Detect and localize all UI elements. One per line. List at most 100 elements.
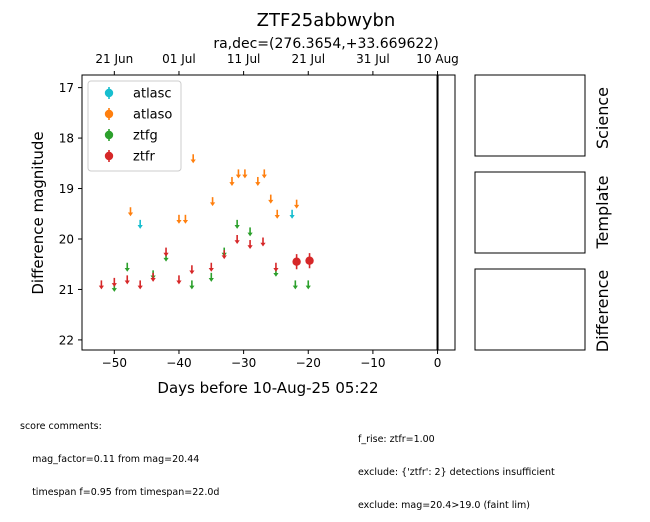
x-tick-label: −10 xyxy=(360,356,385,370)
limit-arrowhead xyxy=(137,225,143,229)
upper-limit-marker xyxy=(189,280,195,290)
y-tick-label: 17 xyxy=(59,81,74,95)
limit-arrowhead xyxy=(182,220,189,224)
limit-arrowhead xyxy=(150,278,156,282)
limit-arrowhead xyxy=(273,272,279,277)
science-label: Science xyxy=(593,87,612,149)
x-tick-label: 0 xyxy=(434,356,442,370)
limit-arrowhead xyxy=(127,212,134,217)
difference-label: Difference xyxy=(593,270,612,352)
upper-limit-marker xyxy=(127,207,134,217)
limit-arrowhead xyxy=(221,255,227,260)
note-line: exclude: {'ztfr': 2} detections insuffic… xyxy=(358,467,555,478)
upper-limit-marker xyxy=(176,275,182,285)
note-line: timespan f=0.95 from timespan=22.0d xyxy=(20,487,220,498)
upper-limit-marker xyxy=(242,169,248,179)
y-tick-label: 22 xyxy=(59,333,74,347)
upper-limit-marker xyxy=(274,209,280,219)
x-tick-label: −40 xyxy=(166,356,191,370)
upper-limit-marker xyxy=(98,280,104,290)
legend-label: atlasc xyxy=(133,87,172,102)
difference-panel xyxy=(474,268,586,351)
upper-limit-marker xyxy=(221,250,227,260)
upper-limit-marker xyxy=(137,280,143,290)
chart-title: ZTF25abbwybn xyxy=(257,10,396,31)
series-ztfr-detection xyxy=(292,253,314,270)
legend-label: ztfg xyxy=(133,129,158,144)
x-tick-label: −50 xyxy=(102,356,127,370)
limit-arrowhead xyxy=(189,285,195,290)
upper-limit-marker xyxy=(289,209,295,219)
limit-arrowhead xyxy=(274,214,280,219)
note-line: exclude: mag=20.4>19.0 (faint lim) xyxy=(358,500,530,511)
limit-arrowhead xyxy=(229,182,235,186)
cutout-panels: Science Template Difference xyxy=(474,74,612,352)
top-tick-label: 01 Jul xyxy=(162,52,196,66)
legend-marker xyxy=(104,109,114,119)
upper-limit-marker xyxy=(182,214,189,224)
top-tick-label: 21 Jul xyxy=(291,52,325,66)
limit-arrowhead xyxy=(209,202,216,207)
y-tick-label: 21 xyxy=(59,283,74,297)
science-panel xyxy=(474,74,586,157)
plot-frame xyxy=(81,74,456,351)
legend-marker xyxy=(104,151,114,161)
template-panel xyxy=(474,171,586,254)
upper-limit-marker xyxy=(260,237,266,247)
upper-limit-marker xyxy=(273,262,279,272)
legend-label: atlaso xyxy=(133,108,172,123)
y-tick-label: 20 xyxy=(59,232,74,246)
upper-limit-marker xyxy=(163,247,169,257)
limit-arrowhead xyxy=(124,280,130,285)
upper-limit-marker xyxy=(209,197,216,207)
score-comments: score comments: mag_factor=0.11 from mag… xyxy=(20,399,219,509)
upper-limit-marker xyxy=(261,169,267,179)
limit-arrowhead xyxy=(247,232,253,237)
limit-arrowhead xyxy=(268,199,274,204)
chart-subtitle: ra,dec=(276.3654,+33.669622) xyxy=(213,36,438,52)
exclusion-comments: f_rise: ztfr=1.00 exclude: {'ztfr': 2} d… xyxy=(358,412,555,522)
limit-arrowhead xyxy=(273,267,279,272)
upper-limit-marker xyxy=(111,277,117,287)
limit-arrowhead xyxy=(234,225,240,229)
limit-arrowhead xyxy=(208,267,214,272)
limit-arrowhead xyxy=(163,252,169,257)
y-tick-label: 18 xyxy=(59,132,74,146)
limit-arrowhead xyxy=(176,220,182,224)
limit-arrowhead xyxy=(260,242,266,247)
upper-limit-marker xyxy=(268,194,274,204)
upper-limit-marker xyxy=(255,176,261,186)
upper-limit-marker xyxy=(305,280,311,290)
note-line: score comments: xyxy=(20,421,102,432)
upper-limit-marker xyxy=(124,262,130,272)
legend-marker xyxy=(104,88,114,98)
detection-point xyxy=(292,257,301,266)
limit-arrowhead xyxy=(176,280,182,285)
upper-limit-marker xyxy=(137,219,143,229)
limit-arrowhead xyxy=(190,159,196,164)
upper-limit-marker xyxy=(208,272,214,282)
limit-arrowhead xyxy=(189,270,195,275)
limit-arrowhead xyxy=(234,240,240,244)
limit-arrowhead xyxy=(292,285,298,290)
limit-arrowhead xyxy=(235,174,242,179)
note-line: mag_factor=0.11 from mag=20.44 xyxy=(20,454,200,465)
upper-limit-marker xyxy=(292,280,298,290)
template-label: Template xyxy=(593,175,612,249)
upper-limit-marker xyxy=(208,262,214,272)
top-tick-label: 21 Jun xyxy=(95,52,133,66)
series-ztfg-upper_limit xyxy=(111,219,311,292)
legend-box xyxy=(87,80,182,172)
upper-limit-marker xyxy=(189,265,195,275)
series-ztfr-upper_limit xyxy=(98,234,279,290)
upper-limit-marker xyxy=(124,275,130,285)
legend-label: ztfr xyxy=(133,150,155,165)
limit-arrowhead xyxy=(305,285,311,290)
x-tick-label: −30 xyxy=(231,356,256,370)
upper-limit-marker xyxy=(247,240,253,250)
upper-limit-marker xyxy=(234,234,240,244)
detection-point xyxy=(305,256,314,265)
limit-arrowhead xyxy=(163,257,169,262)
limit-arrowhead xyxy=(242,174,248,179)
limit-arrowhead xyxy=(255,182,261,186)
